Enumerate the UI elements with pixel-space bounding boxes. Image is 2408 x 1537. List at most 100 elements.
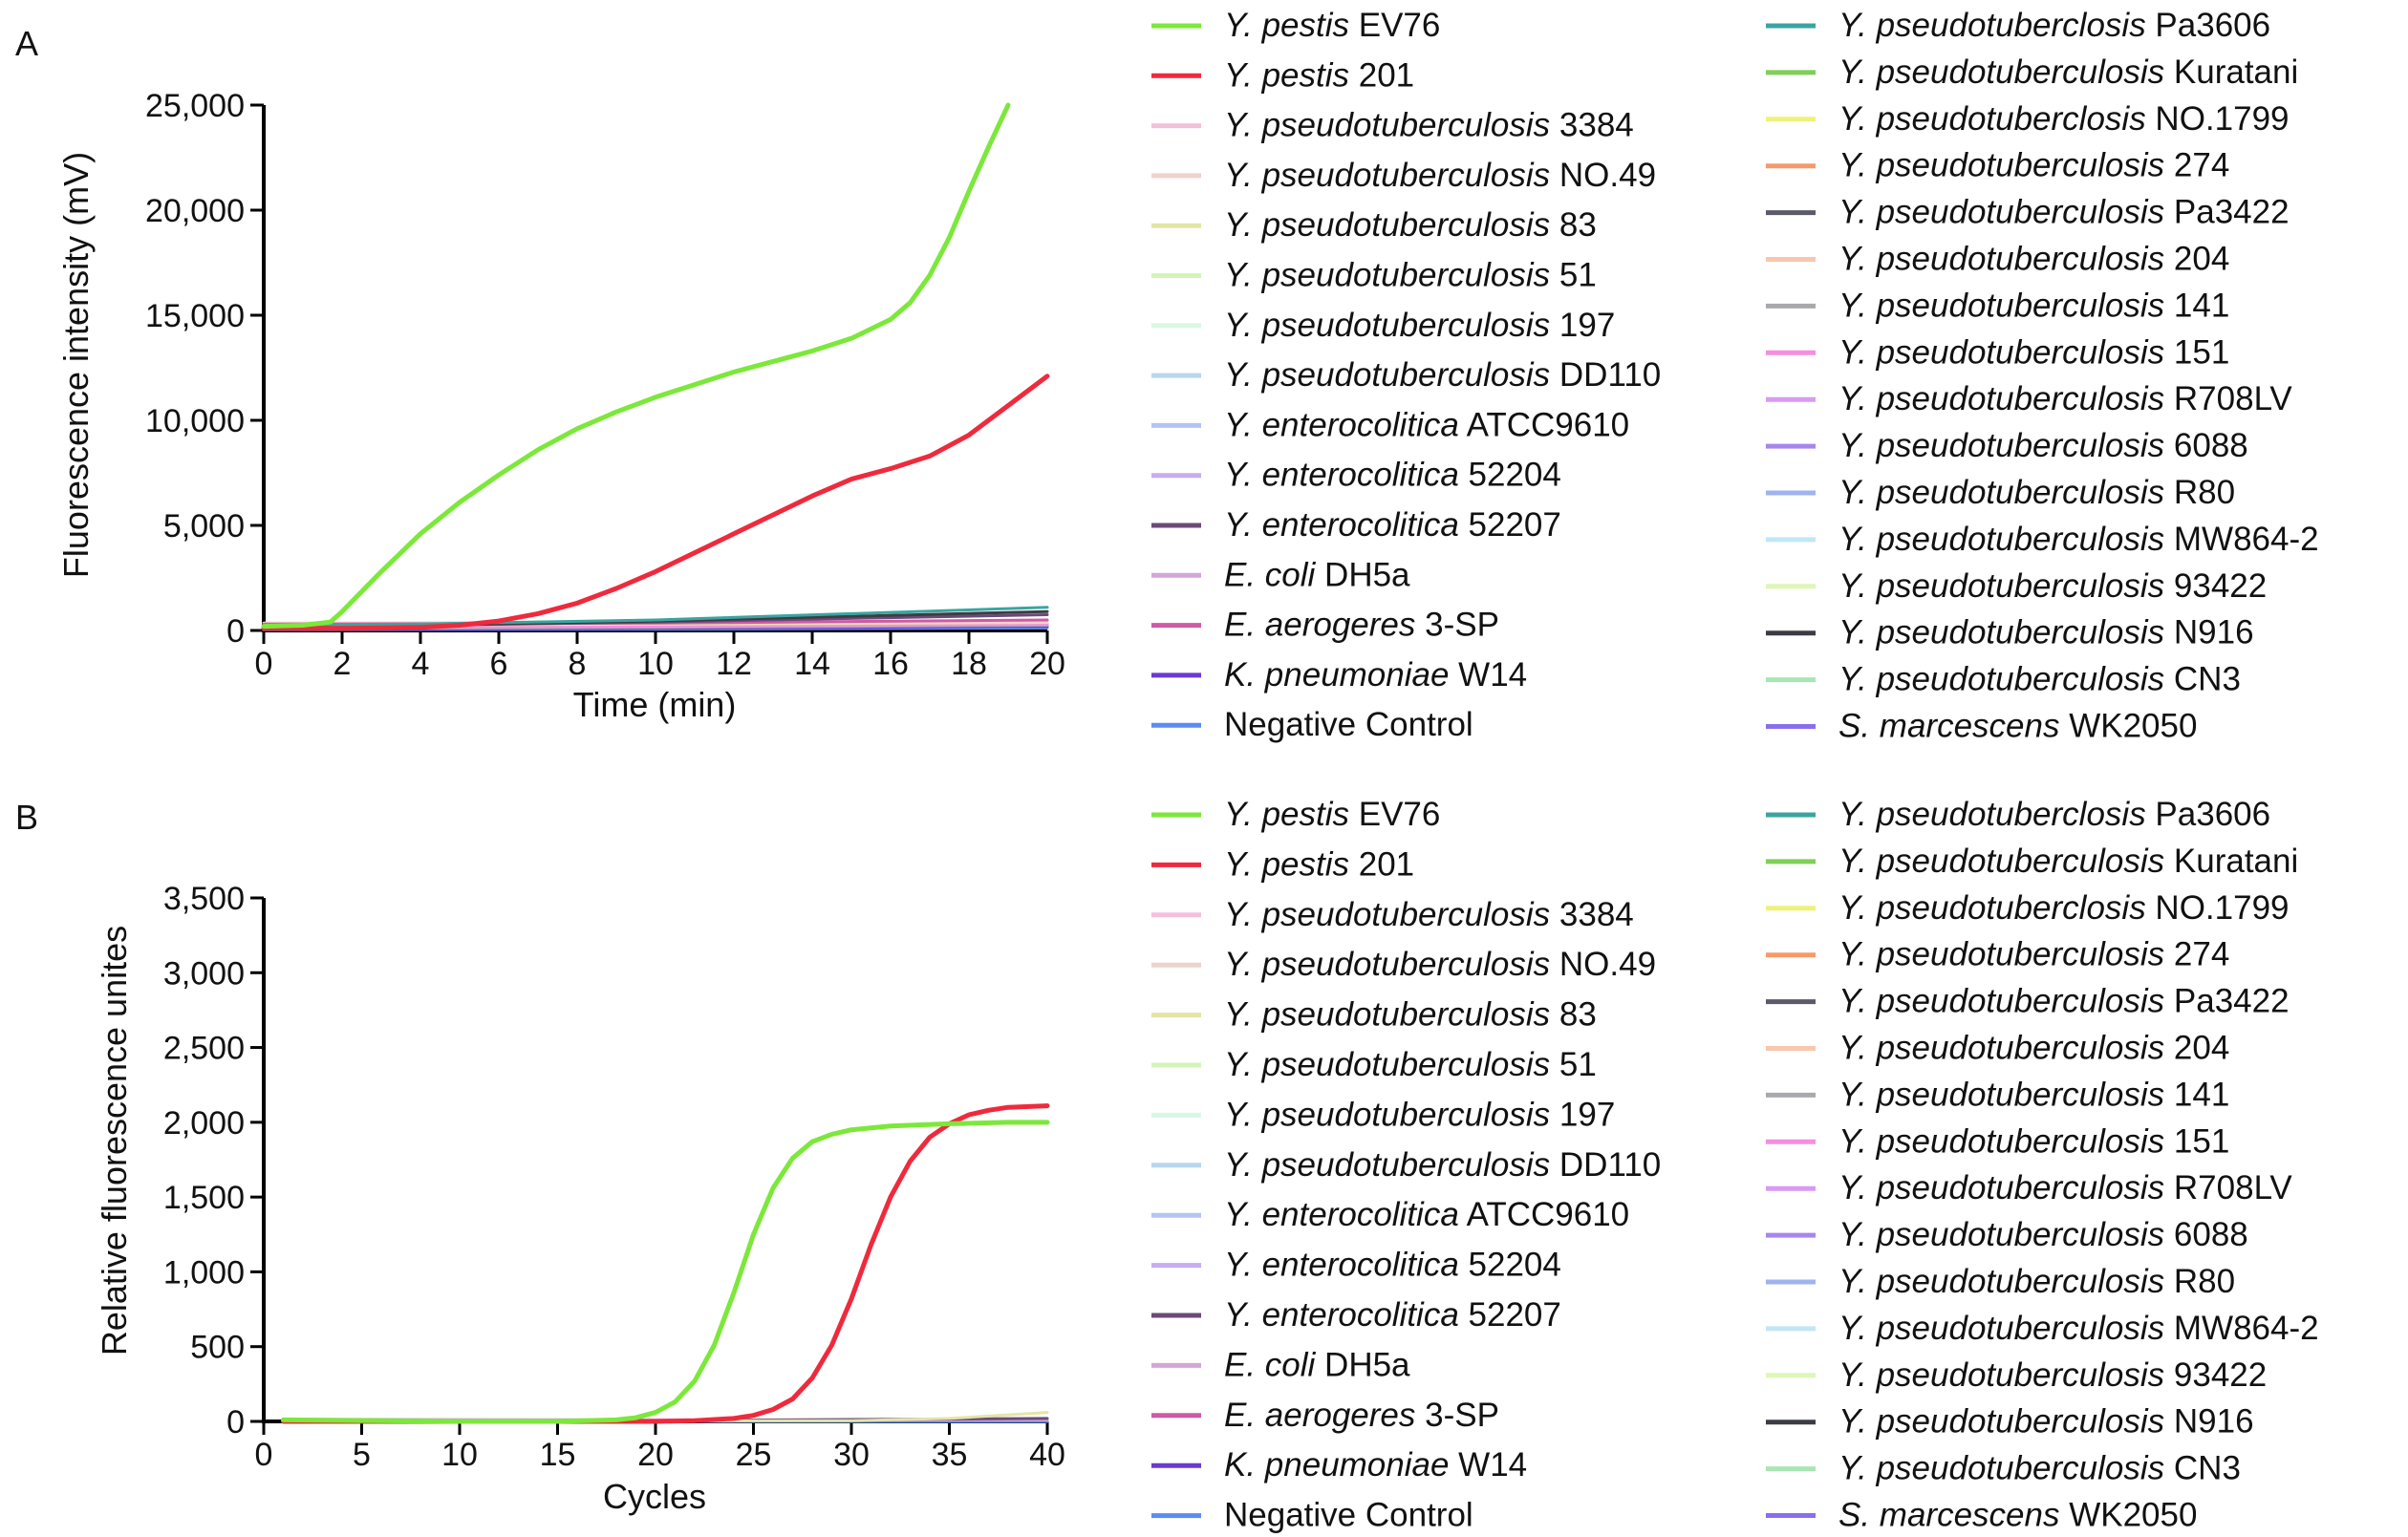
y-tick-label: 2,500 (163, 1031, 245, 1067)
x-tick-label: 15 (540, 1437, 576, 1473)
panel-a-legend-col1: Y. pestis EV76 Y. pestis 201 Y. pseudotube… (1151, 7, 1661, 743)
legend-entry: Y. pestis 201 (1224, 56, 1414, 94)
x-tick-label: 25 (736, 1437, 772, 1473)
legend-entry: Y. pseudotuberculosis 51 (1224, 257, 1597, 294)
x-tick-label: 16 (872, 646, 909, 682)
y-tick-label: 500 (190, 1330, 245, 1366)
legend-entry: Y. pestis EV76 (1224, 796, 1440, 833)
legend-entry: Y. enterocolitica 52204 (1224, 1247, 1561, 1284)
legend-entry: Y. pseudotuberculosis 3384 (1224, 107, 1634, 144)
legend-entry: Y. pseudotuberculosis 6088 (1838, 1216, 2248, 1253)
legend-entry: Y. pseudotuberculosis 6088 (1838, 427, 2248, 464)
legend-entry: Y. pseudotuberculosis 141 (1838, 1076, 2229, 1113)
legend-entry: Y. pseudotuberculosis MW864-2 (1838, 1310, 2319, 1347)
legend-entry: Y. pseudotuberculosis 51 (1224, 1046, 1597, 1083)
legend-entry: Y. pseudotuberclosis NO.1799 (1838, 889, 2290, 927)
series-line-y-pestis-ev76 (281, 1120, 1050, 1424)
legend-entry: Y. pseudotuberculosis R80 (1838, 1263, 2235, 1300)
legend-entry: Y. pestis 201 (1224, 845, 1414, 883)
legend-entry: Y. pseudotuberculosis 83 (1224, 206, 1597, 244)
legend-entry: Y. pseudotuberculosis CN3 (1838, 661, 2241, 698)
legend-entry: Y. pseudotuberculosis Kuratani (1838, 53, 2298, 91)
legend-entry: Y. enterocolitica 52207 (1224, 506, 1561, 544)
legend-entry: E. coli DH5a (1224, 556, 1410, 593)
x-tick-label: 5 (353, 1437, 371, 1473)
legend-entry: Y. pestis EV76 (1224, 7, 1440, 44)
legend-entry: Y. pseudotuberculosis 93422 (1838, 567, 2267, 605)
legend-entry: Y. enterocolitica 52204 (1224, 457, 1561, 494)
legend-entry: Y. pseudotuberculosis DD110 (1224, 356, 1661, 394)
legend-entry: Y. pseudotuberculosis 274 (1838, 936, 2229, 973)
legend-entry: Y. pseudotuberculosis 197 (1224, 307, 1615, 344)
x-tick-label: 0 (255, 1437, 273, 1473)
series-line-y-pseudotuberclosis-pa3606 (262, 606, 1049, 629)
legend-entry: E. coli DH5a (1224, 1346, 1410, 1383)
series-line-y-pestis-201 (281, 1103, 1050, 1424)
x-tick-label: 30 (833, 1437, 870, 1473)
x-tick-label: 35 (932, 1437, 968, 1473)
legend-entry: Y. pseudotuberculosis DD110 (1224, 1146, 1661, 1184)
panel-b-label: B (15, 798, 38, 837)
legend-entry: E. aerogeres 3-SP (1224, 1397, 1499, 1434)
y-tick-label: 1,000 (163, 1254, 245, 1291)
y-tick-label: 2,000 (163, 1105, 245, 1142)
legend-entry: Y. pseudotuberclosis Pa3606 (1838, 796, 2270, 833)
series-line-y-pestis-ev76 (261, 102, 1011, 630)
legend-entry: Y. pseudotuberculosis R80 (1838, 474, 2235, 511)
panel-a-xlabel: Time (min) (573, 685, 737, 724)
panel-b-plot: 0 500 1,000 1,500 2,000 2,500 3,000 3,500 0 5 10 15… (163, 881, 1065, 1473)
legend-entry: Y. enterocolitica ATCC9610 (1224, 1196, 1629, 1233)
legend-entry: E. aerogeres 3-SP (1224, 607, 1499, 644)
x-tick-label: 12 (716, 646, 752, 682)
x-tick-label: 40 (1029, 1437, 1065, 1473)
panel-a-label: A (15, 24, 38, 63)
panel-a-plot: 0 5,000 10,000 15,000 20,000 25,000 0 2 4 6 8 10 12 1… (145, 88, 1065, 682)
y-tick-label: 3,000 (163, 955, 245, 992)
legend-entry: Y. enterocolitica 52207 (1224, 1296, 1561, 1334)
legend-entry: Y. pseudotuberculosis 93422 (1838, 1356, 2267, 1394)
legend-entry: Y. pseudotuberculosis Pa3422 (1838, 194, 2290, 231)
series-line-y-pestis-201 (261, 374, 1050, 631)
legend-entry: K. pneumoniae W14 (1224, 1446, 1527, 1484)
y-tick-label: 20,000 (145, 193, 245, 229)
legend-entry: Y. pseudotuberculosis 274 (1838, 147, 2229, 184)
legend-entry: Y. pseudotuberculosis 197 (1224, 1096, 1615, 1133)
legend-entry: Y. pseudotuberculosis Kuratani (1838, 843, 2298, 880)
legend-entry: Y. pseudotuberculosis 204 (1838, 1030, 2229, 1067)
x-tick-label: 14 (794, 646, 830, 682)
legend-entry: Y. pseudotuberculosis Pa3422 (1838, 983, 2290, 1020)
y-tick-label: 15,000 (145, 298, 245, 334)
legend-entry: Y. pseudotuberclosis Pa3606 (1838, 7, 2270, 44)
legend-entry: Y. pseudotuberculosis 83 (1224, 996, 1597, 1034)
panel-a: A Fluorescence intensity (mV) Time (min)… (15, 7, 2319, 745)
legend-entry: Y. pseudotuberculosis N916 (1838, 614, 2254, 651)
panel-b-legend-col2: Y. pseudotuberclosis Pa3606 Y. pseudotube… (1766, 796, 2319, 1534)
legend-entry: Y. enterocolitica ATCC9610 (1224, 406, 1629, 443)
panel-a-ylabel: Fluorescence intensity (mV) (56, 152, 96, 578)
legend-entry: Y. pseudotuberculosis 3384 (1224, 896, 1634, 933)
x-tick-label: 10 (441, 1437, 478, 1473)
y-tick-label: 5,000 (163, 508, 245, 544)
legend-entry: S. marcescens WK2050 (1838, 1497, 2197, 1534)
legend-entry: Y. pseudotuberculosis NO.49 (1224, 946, 1656, 983)
x-tick-label: 10 (637, 646, 674, 682)
y-tick-label: 3,500 (163, 881, 245, 917)
legend-entry: Negative Control (1224, 706, 1473, 743)
panel-b-ylabel: Relative fluorescence unites (95, 926, 134, 1356)
panel-b: B Relative fluorescence unites Cycles 0 5… (15, 796, 2319, 1534)
legend-entry: Y. pseudotuberculosis 151 (1838, 333, 2229, 371)
legend-entry: Y. pseudotuberculosis NO.49 (1224, 157, 1656, 194)
x-tick-label: 4 (412, 646, 430, 682)
panel-a-legend-col2: Y. pseudotuberclosis Pa3606 Y. pseudotube… (1766, 7, 2319, 745)
x-tick-label: 18 (951, 646, 987, 682)
x-tick-label: 8 (569, 646, 587, 682)
y-tick-label: 1,500 (163, 1180, 245, 1216)
panel-b-xlabel: Cycles (603, 1477, 706, 1516)
legend-entry: K. pneumoniae W14 (1224, 656, 1527, 694)
legend-entry: Y. pseudotuberculosis 204 (1838, 241, 2229, 278)
y-tick-label: 10,000 (145, 403, 245, 439)
legend-entry: Y. pseudotuberculosis R708LV (1838, 1169, 2292, 1206)
x-tick-label: 20 (1029, 646, 1065, 682)
y-tick-label: 0 (226, 613, 245, 650)
